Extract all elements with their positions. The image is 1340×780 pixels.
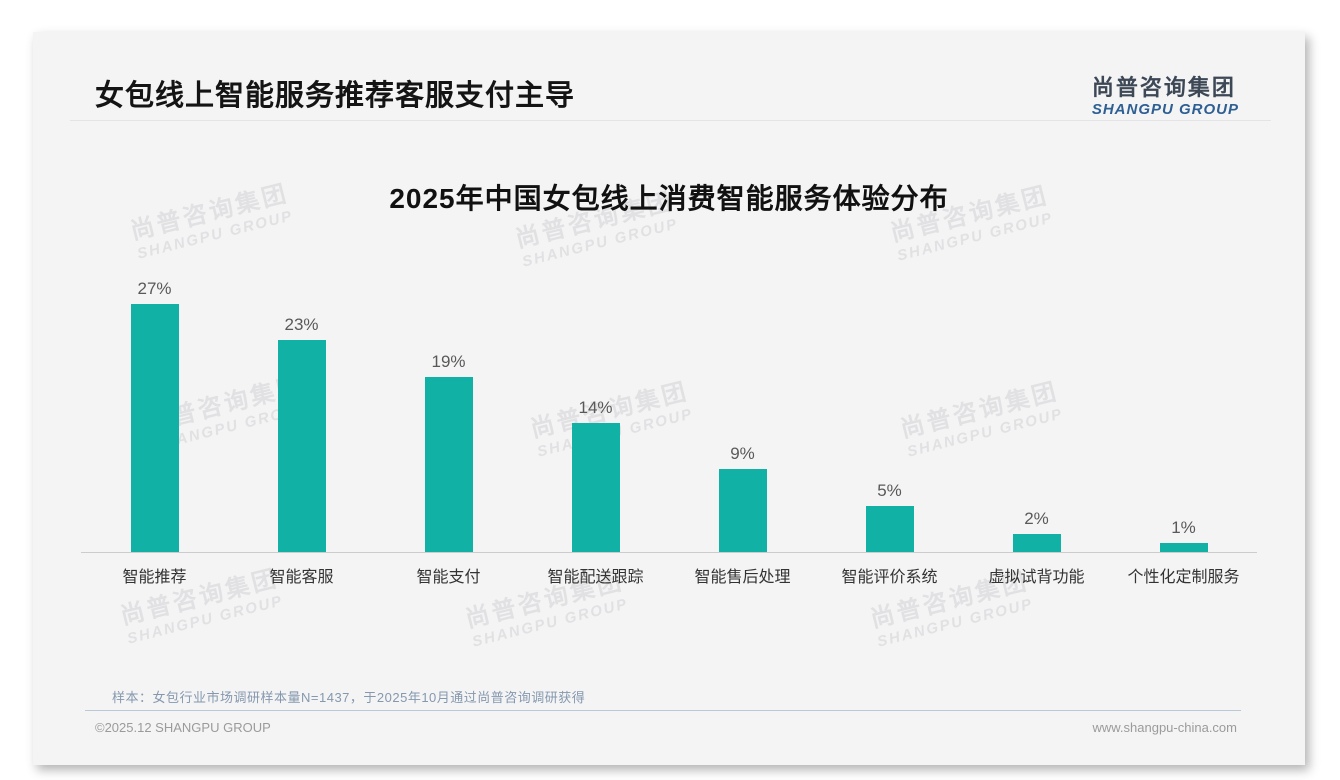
bar (571, 423, 620, 552)
category-label: 智能支付 (416, 569, 481, 586)
bar-column: 23% (228, 315, 375, 552)
watermark-english-text: SHANGPU GROUP (875, 595, 1036, 651)
bar (865, 506, 914, 552)
bar-value-label: 2% (1024, 508, 1049, 528)
header-divider (70, 120, 1271, 121)
website-url: www.shangpu-china.com (1092, 720, 1237, 735)
bar-value-label: 1% (1171, 517, 1196, 537)
bar (1159, 542, 1208, 552)
bar (277, 340, 326, 552)
watermark-english-text: SHANGPU GROUP (520, 215, 681, 271)
bar-column: 14% (522, 398, 669, 552)
bar-value-label: 14% (578, 398, 613, 418)
logo-chinese-text: 尚普咨询集团 (1091, 75, 1236, 100)
bar-value-label: 27% (137, 278, 172, 298)
bar (424, 377, 473, 552)
bar-plot: 27% 23% 19% 14% 9% 5% 2% 1% (81, 273, 1257, 553)
bar-column: 1% (1110, 518, 1257, 552)
category-label: 智能评价系统 (841, 569, 938, 586)
bar (718, 469, 767, 552)
bar-value-label: 23% (284, 315, 319, 335)
bar-column: 19% (375, 352, 522, 552)
category-label: 智能售后处理 (694, 569, 791, 586)
category-label: 虚拟试背功能 (988, 569, 1085, 586)
page-title: 女包线上智能服务推荐客服支付主导 (95, 80, 576, 112)
copyright-text: ©2025.12 SHANGPU GROUP (95, 720, 271, 735)
category-label: 智能配送跟踪 (547, 569, 644, 586)
bar-value-label: 9% (730, 444, 755, 464)
bar (1012, 533, 1061, 552)
watermark-english-text: SHANGPU GROUP (470, 595, 631, 651)
sample-note: 样本：女包行业市场调研样本量N=1437，于2025年10月通过尚普咨询调研获得 (112, 690, 586, 705)
company-logo: 尚普咨询集团 SHANGPU GROUP (1092, 70, 1239, 118)
footer-divider (85, 710, 1241, 711)
bar-column: 9% (669, 444, 816, 552)
bar-column: 2% (963, 509, 1110, 552)
bar-column: 5% (816, 481, 963, 552)
watermark-english-text: SHANGPU GROUP (125, 592, 286, 648)
bar (130, 303, 179, 552)
bar-value-label: 5% (877, 481, 902, 500)
category-label: 个性化定制服务 (1127, 569, 1240, 586)
chart-title: 2025年中国女包线上消费智能服务体验分布 (389, 183, 949, 214)
bar-value-label: 19% (431, 352, 466, 372)
logo-english-text: SHANGPU GROUP (1091, 101, 1239, 118)
category-label: 智能推荐 (122, 569, 187, 586)
watermark-english-text: SHANGPU GROUP (895, 209, 1056, 265)
category-label: 智能客服 (269, 569, 334, 586)
category-labels: 智能推荐 智能客服 智能支付 智能配送跟踪 智能售后处理 智能评价系统 虚拟试背功能 个性化定… (81, 563, 1257, 587)
bar-column: 27% (81, 279, 228, 552)
report-card: 尚普咨询集团 SHANGPU GROUP 尚普咨询集团 SHANGPU GROUP 尚普… (33, 32, 1305, 765)
